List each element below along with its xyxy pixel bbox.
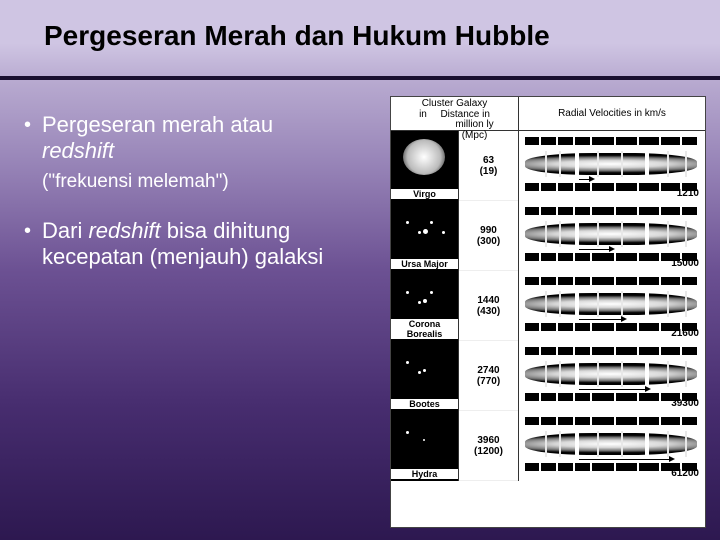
hdr-l3: Distance in: [440, 109, 489, 120]
hdr-l1: Cluster Galaxy: [422, 98, 488, 109]
galaxy-thumbnail: Hydra: [391, 411, 459, 481]
figure-header: Cluster Galaxy in Distance in million ly…: [391, 97, 705, 131]
spectrum-band: [525, 153, 697, 175]
arrow-head-icon: [609, 246, 615, 252]
bullet-2-em: redshift: [88, 218, 160, 243]
galaxy-name: Virgo: [391, 189, 458, 199]
bullet-1-text: Pergeseran merah atau redshift: [42, 112, 273, 164]
calibration-bar: [525, 277, 697, 285]
spectrum-cell: 15000: [519, 201, 705, 271]
spectrum-band: [525, 363, 697, 385]
arrow-head-icon: [589, 176, 595, 182]
distance-ly: 63: [483, 155, 494, 166]
galaxy-name: Ursa Major: [391, 259, 458, 269]
spectrum-band: [525, 223, 697, 245]
bullet-2: • Dari redshift bisa dihitung kecepatan …: [24, 218, 380, 270]
slide: Pergeseran Merah dan Hukum Hubble • Perg…: [0, 0, 720, 540]
slide-title: Pergeseran Merah dan Hukum Hubble: [44, 20, 684, 52]
bullet-2-pre: Dari: [42, 218, 88, 243]
bullet-2-text: Dari redshift bisa dihitung kecepatan (m…: [42, 218, 380, 270]
spectrum-band: [525, 433, 697, 455]
figure-row: Hydra3960(1200)61200: [391, 411, 705, 481]
hdr-l2: in: [419, 109, 427, 120]
bullet-1-sub: ("frekuensi melemah"): [42, 170, 380, 194]
velocity-label: 39300: [671, 398, 699, 409]
galaxy-name: Hydra: [391, 469, 458, 479]
velocity-label: 1210: [677, 188, 699, 199]
galaxy-name: Bootes: [391, 399, 458, 409]
spectrum-cell: 21600: [519, 271, 705, 341]
title-underline: [0, 76, 720, 80]
distance-cell: 2740(770): [459, 341, 519, 411]
calibration-bar: [525, 207, 697, 215]
distance-cell: 990(300): [459, 201, 519, 271]
figure-row: Bootes2740(770)39300: [391, 341, 705, 411]
figure-header-right: Radial Velocities in km/s: [519, 97, 705, 131]
redshift-arrow: [579, 179, 589, 180]
figure-row: Ursa Major990(300)15000: [391, 201, 705, 271]
spectrum-cell: 1210: [519, 131, 705, 201]
figure-header-left: Cluster Galaxy in Distance in million ly…: [391, 97, 519, 131]
arrow-head-icon: [669, 456, 675, 462]
galaxy-thumbnail: Corona Borealis: [391, 271, 459, 341]
bullet-1-plain: Pergeseran merah atau: [42, 112, 273, 137]
figure-row: Virgo63(19)1210: [391, 131, 705, 201]
distance-ly: 1440: [477, 295, 499, 306]
distance-mpc: (300): [477, 236, 500, 247]
hdr-l4: million ly: [455, 119, 493, 130]
figure-row: Corona Borealis1440(430)21600: [391, 271, 705, 341]
velocity-label: 61200: [671, 468, 699, 479]
bullet-1: • Pergeseran merah atau redshift: [24, 112, 380, 164]
redshift-arrow: [579, 319, 621, 320]
distance-mpc: (430): [477, 306, 500, 317]
distance-mpc: (770): [477, 376, 500, 387]
distance-ly: 3960: [477, 435, 499, 446]
calibration-bar: [525, 417, 697, 425]
arrow-head-icon: [645, 386, 651, 392]
calibration-bar: [525, 183, 697, 191]
calibration-bar: [525, 137, 697, 145]
redshift-arrow: [579, 459, 669, 460]
distance-ly: 990: [480, 225, 497, 236]
redshift-arrow: [579, 389, 645, 390]
bullet-dot: •: [24, 218, 42, 270]
galaxy-name: Corona Borealis: [391, 319, 458, 339]
bullet-1-em: redshift: [42, 138, 114, 163]
distance-cell: 1440(430): [459, 271, 519, 341]
distance-cell: 63(19): [459, 131, 519, 201]
redshift-arrow: [579, 249, 609, 250]
calibration-bar: [525, 347, 697, 355]
distance-ly: 2740: [477, 365, 499, 376]
hubble-figure: Cluster Galaxy in Distance in million ly…: [390, 96, 706, 528]
spectrum-cell: 39300: [519, 341, 705, 411]
galaxy-thumbnail: Bootes: [391, 341, 459, 411]
distance-mpc: (19): [480, 166, 498, 177]
distance-mpc: (1200): [474, 446, 503, 457]
spectrum-cell: 61200: [519, 411, 705, 481]
arrow-head-icon: [621, 316, 627, 322]
spectrum-band: [525, 293, 697, 315]
galaxy-thumbnail: Ursa Major: [391, 201, 459, 271]
bullet-dot: •: [24, 112, 42, 164]
velocity-label: 21600: [671, 328, 699, 339]
distance-cell: 3960(1200): [459, 411, 519, 481]
text-content: • Pergeseran merah atau redshift ("freku…: [24, 112, 380, 276]
galaxy-thumbnail: Virgo: [391, 131, 459, 201]
velocity-label: 15000: [671, 258, 699, 269]
